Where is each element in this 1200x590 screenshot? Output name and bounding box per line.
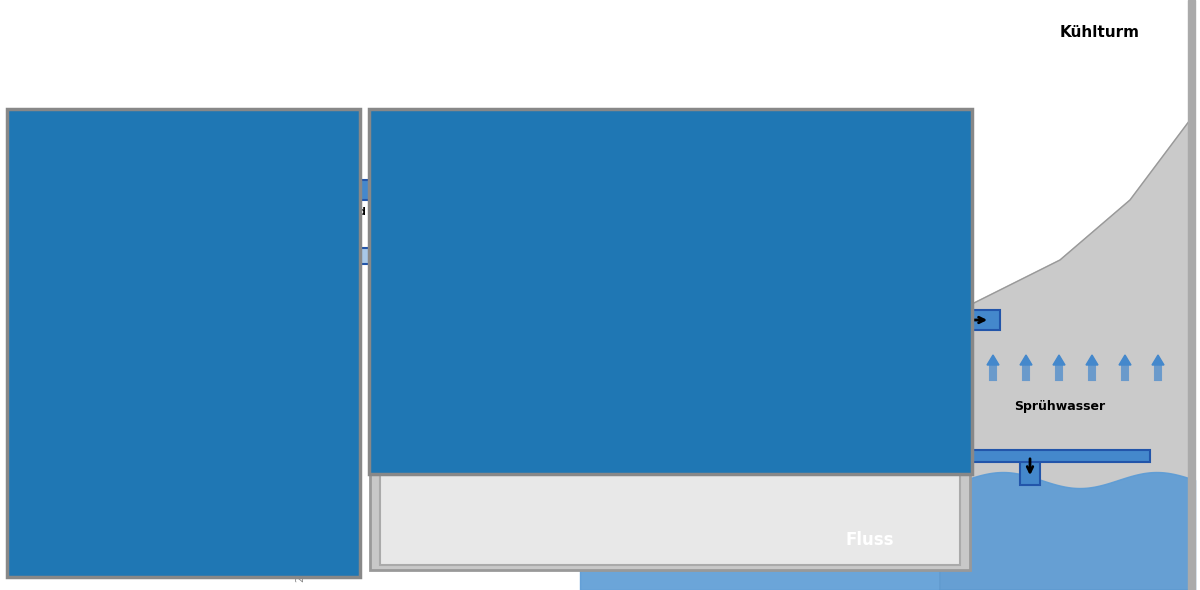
FancyBboxPatch shape <box>950 450 1150 462</box>
FancyBboxPatch shape <box>436 152 446 178</box>
FancyBboxPatch shape <box>415 143 505 223</box>
FancyBboxPatch shape <box>520 154 524 222</box>
FancyBboxPatch shape <box>22 340 90 555</box>
FancyBboxPatch shape <box>449 151 458 180</box>
FancyBboxPatch shape <box>462 151 472 180</box>
FancyBboxPatch shape <box>670 161 674 215</box>
FancyBboxPatch shape <box>686 158 691 219</box>
FancyBboxPatch shape <box>602 172 607 204</box>
Text: Niederdruckturbine: Niederdruckturbine <box>559 125 682 135</box>
FancyBboxPatch shape <box>410 155 420 175</box>
FancyBboxPatch shape <box>552 161 558 215</box>
FancyBboxPatch shape <box>260 320 346 340</box>
Polygon shape <box>1152 355 1164 365</box>
Text: Konden-
sations-
kammer: Konden- sations- kammer <box>276 384 328 417</box>
FancyBboxPatch shape <box>240 248 415 264</box>
FancyBboxPatch shape <box>569 165 574 211</box>
Text: Zwischenüberhitzer: Zwischenüberhitzer <box>438 110 562 120</box>
Text: Generator: Generator <box>734 176 805 189</box>
FancyBboxPatch shape <box>384 195 414 209</box>
Circle shape <box>782 402 818 438</box>
FancyBboxPatch shape <box>162 276 172 385</box>
FancyBboxPatch shape <box>479 160 484 205</box>
Polygon shape <box>1086 355 1098 365</box>
FancyBboxPatch shape <box>502 155 511 175</box>
Polygon shape <box>940 0 1195 590</box>
Text: Kühl-
wasser-
pumpe: Kühl- wasser- pumpe <box>810 440 859 473</box>
FancyBboxPatch shape <box>7 109 360 577</box>
FancyBboxPatch shape <box>118 146 242 264</box>
FancyBboxPatch shape <box>475 152 485 178</box>
Circle shape <box>88 441 112 465</box>
Text: Kühlwasser: Kühlwasser <box>660 292 740 305</box>
Text: Brenn-
elemente: Brenn- elemente <box>50 295 108 317</box>
Text: Fluss: Fluss <box>846 531 894 549</box>
FancyBboxPatch shape <box>653 165 658 211</box>
FancyBboxPatch shape <box>1020 455 1040 485</box>
FancyBboxPatch shape <box>636 168 641 208</box>
Text: Speise-
wasser: Speise- wasser <box>300 218 346 240</box>
FancyBboxPatch shape <box>515 143 715 233</box>
Bar <box>128 256 232 413</box>
Text: Hochdruck-
turbine: Hochdruck- turbine <box>389 235 461 257</box>
FancyBboxPatch shape <box>463 167 468 199</box>
FancyBboxPatch shape <box>176 276 186 385</box>
FancyBboxPatch shape <box>260 340 346 555</box>
Circle shape <box>242 441 266 465</box>
FancyBboxPatch shape <box>536 158 541 219</box>
FancyBboxPatch shape <box>240 180 415 200</box>
FancyBboxPatch shape <box>384 250 444 265</box>
FancyBboxPatch shape <box>424 154 433 177</box>
FancyBboxPatch shape <box>493 154 498 212</box>
FancyBboxPatch shape <box>22 320 90 340</box>
Text: Wasserdampf: Wasserdampf <box>217 157 313 170</box>
FancyBboxPatch shape <box>1188 0 1195 590</box>
FancyBboxPatch shape <box>433 160 438 205</box>
FancyBboxPatch shape <box>370 109 972 474</box>
FancyBboxPatch shape <box>510 290 740 410</box>
FancyBboxPatch shape <box>520 310 1000 330</box>
Polygon shape <box>1120 355 1132 365</box>
FancyBboxPatch shape <box>586 168 590 208</box>
FancyBboxPatch shape <box>148 276 158 385</box>
Text: Vorwärmanlage: Vorwärmanlage <box>426 437 524 447</box>
FancyBboxPatch shape <box>449 167 454 199</box>
FancyBboxPatch shape <box>702 154 708 222</box>
FancyBboxPatch shape <box>8 110 358 575</box>
FancyBboxPatch shape <box>370 110 970 570</box>
Text: Sicher-
heits- und
Abblas-
ventil: Sicher- heits- und Abblas- ventil <box>310 195 366 240</box>
FancyBboxPatch shape <box>619 172 624 204</box>
Text: Reaktor-
druckbehälter: Reaktor- druckbehälter <box>72 185 160 206</box>
Text: Haupt-
kühlmittel-
pumpe: Haupt- kühlmittel- pumpe <box>20 440 89 473</box>
Text: Steuer-
stäbe: Steuer- stäbe <box>137 475 184 497</box>
Text: Kondensator: Kondensator <box>581 343 670 356</box>
FancyBboxPatch shape <box>478 128 533 158</box>
FancyBboxPatch shape <box>380 120 960 565</box>
FancyBboxPatch shape <box>18 120 348 570</box>
Polygon shape <box>954 355 966 365</box>
FancyBboxPatch shape <box>450 400 505 430</box>
Text: Speise-
wasser-
pumpe: Speise- wasser- pumpe <box>376 440 425 473</box>
FancyBboxPatch shape <box>419 154 424 212</box>
FancyBboxPatch shape <box>190 276 200 385</box>
Polygon shape <box>290 180 306 200</box>
FancyBboxPatch shape <box>488 154 498 177</box>
Text: Sprühwasser: Sprühwasser <box>1014 400 1105 413</box>
FancyBboxPatch shape <box>720 158 820 208</box>
Polygon shape <box>1020 355 1032 365</box>
Text: Kühlturm: Kühlturm <box>1060 25 1140 40</box>
FancyBboxPatch shape <box>112 140 248 441</box>
Circle shape <box>407 397 443 433</box>
Polygon shape <box>986 355 998 365</box>
Text: 2011_sil_01: 2011_sil_01 <box>294 525 306 582</box>
Polygon shape <box>1054 355 1066 365</box>
